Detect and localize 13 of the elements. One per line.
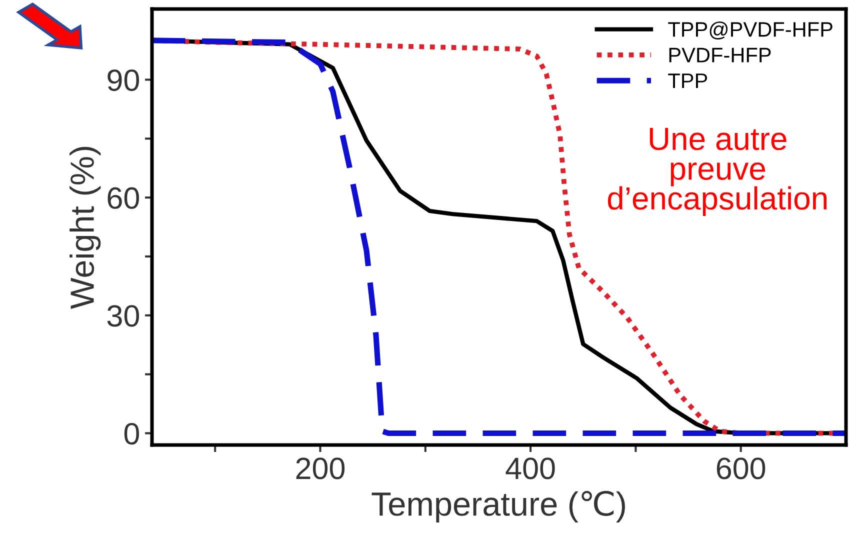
y-tick-label: 60 [108, 187, 140, 209]
y-tick-label: 30 [107, 305, 140, 327]
x-tick-label: 200 [296, 458, 345, 480]
legend-label: PVDF-HFP [669, 48, 771, 62]
x-axis-title: Temperature (℃) [372, 490, 625, 522]
annotation: Une autre preuve d’encapsulation [608, 128, 827, 216]
y-axis-title: Weight (%) [70, 146, 101, 309]
y-tick-label: 90 [108, 69, 140, 92]
x-tick-label: 400 [506, 458, 555, 480]
legend-label: TPP@PVDF-HFP [668, 22, 832, 40]
y-tick-label: 0 [124, 422, 139, 445]
x-tick-label: 600 [716, 458, 766, 480]
legend-label: TPP [668, 74, 708, 88]
